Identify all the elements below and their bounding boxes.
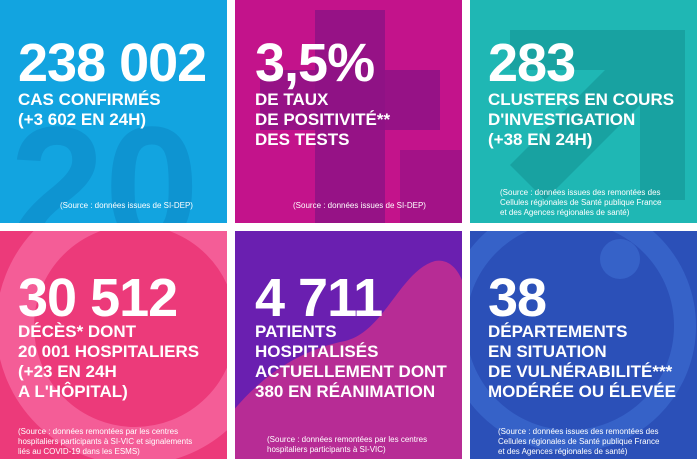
departments-number: 38 [488,268,547,328]
plus-sign-decoration-icon [260,10,462,223]
clusters-number: 283 [488,33,576,93]
confirmed-cases-number: 238 002 [18,33,207,93]
digits-decoration-icon: 20 [10,92,199,223]
clusters-source: (Source : données issues des remontées d… [500,188,662,217]
tile-positivity-rate: 3,5% DE TAUX DE POSITIVITÉ** DES TESTS (… [235,0,462,223]
deaths-number: 30 512 [18,268,178,328]
deaths-source: (Source : données remontées par les cent… [18,427,193,456]
positivity-rate-label: DE TAUX DE POSITIVITÉ** DES TESTS [255,90,391,149]
hospitalised-number: 4 711 [255,268,383,328]
clusters-label: CLUSTERS EN COURS D'INVESTIGATION (+38 E… [488,90,675,149]
arrow-up-right-decoration-icon [510,30,685,200]
positivity-rate-number: 3,5% [255,33,375,93]
tile-deaths: 30 512 DÉCÈS* DONT 20 001 HOSPITALIERS (… [0,231,227,459]
tile-clusters: 283 CLUSTERS EN COURS D'INVESTIGATION (+… [470,0,697,223]
hospitalised-label: PATIENTS HOSPITALISÉS ACTUELLEMENT DONT … [255,322,447,401]
blob-decoration-icon [235,260,462,459]
positivity-rate-source: (Source : données issues de SI-DEP) [293,201,426,210]
tile-vulnerable-departments: 38 DÉPARTEMENTS EN SITUATION DE VULNÉRAB… [470,231,697,459]
departments-source: (Source : données issues des remontées d… [498,427,660,456]
tile-confirmed-cases: 20 238 002 CAS CONFIRMÉS (+3 602 EN 24H)… [0,0,227,223]
svg-text:20: 20 [10,92,199,223]
info-decoration-icon [470,231,696,452]
circle-decoration-icon [0,231,227,459]
confirmed-cases-source: (Source : données issues de SI-DEP) [60,201,193,210]
tile-hospitalised-patients: 4 711 PATIENTS HOSPITALISÉS ACTUELLEMENT… [235,231,462,459]
departments-label: DÉPARTEMENTS EN SITUATION DE VULNÉRABILI… [488,322,676,401]
deaths-label: DÉCÈS* DONT 20 001 HOSPITALIERS (+23 EN … [18,322,200,401]
hospitalised-source: (Source : données remontées par les cent… [267,435,428,454]
confirmed-cases-label: CAS CONFIRMÉS (+3 602 EN 24H) [18,90,161,129]
